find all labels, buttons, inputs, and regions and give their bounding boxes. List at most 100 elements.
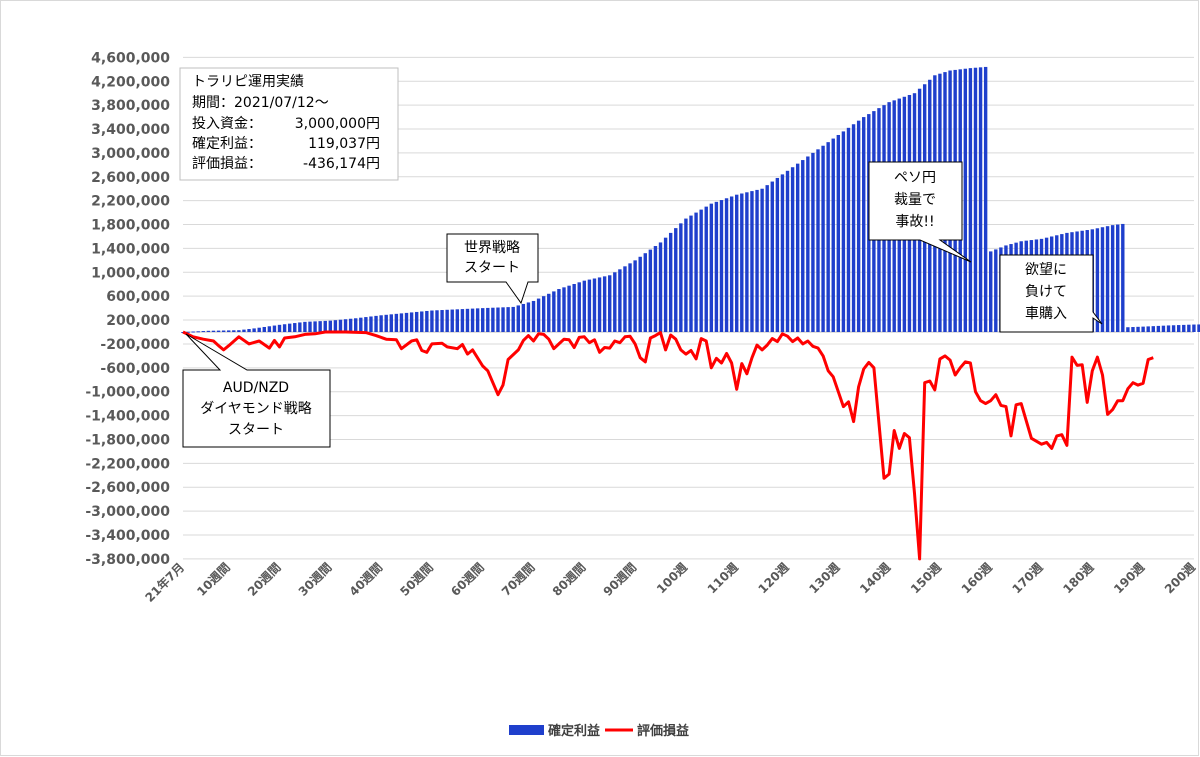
bar: [760, 188, 764, 332]
bar: [587, 279, 592, 332]
legend-label-line: 評価損益: [637, 723, 689, 739]
bar: [613, 272, 617, 332]
bar: [658, 242, 663, 332]
bar: [836, 134, 841, 332]
bar: [475, 308, 480, 332]
bar: [1110, 225, 1115, 332]
info-capital-value: 3,000,000円: [295, 116, 380, 132]
bar: [338, 319, 343, 332]
callout-peso-line1: ペソ円: [894, 170, 936, 186]
bar: [1131, 327, 1135, 332]
callout-audnzd-line2: ダイヤモンド戦略: [200, 401, 312, 417]
bar: [592, 278, 597, 332]
bar: [653, 246, 658, 332]
y-tick-label: 3,000,000: [91, 146, 170, 162]
bar: [526, 302, 531, 332]
bar: [247, 329, 251, 332]
bar: [450, 309, 454, 332]
bar: [1105, 226, 1110, 332]
bar: [211, 330, 216, 332]
bar: [1156, 325, 1161, 332]
bar: [973, 67, 978, 332]
bar: [394, 313, 399, 332]
bar: [679, 223, 683, 332]
info-profit-value: 119,037円: [308, 136, 380, 152]
x-tick-label: 100週: [653, 560, 690, 597]
bar: [989, 251, 993, 332]
bar: [1136, 326, 1140, 332]
bar: [674, 228, 678, 332]
bar: [608, 275, 612, 332]
bar: [399, 313, 404, 332]
y-tick-label: 1,000,000: [91, 265, 170, 281]
bar: [262, 326, 266, 332]
bar: [1146, 326, 1150, 332]
bar: [384, 314, 388, 332]
bar: [841, 131, 846, 332]
bar: [445, 309, 449, 332]
bar: [272, 325, 277, 332]
bar: [308, 321, 312, 332]
bar: [287, 323, 292, 332]
y-tick-label: 2,600,000: [91, 170, 170, 186]
bar: [435, 310, 439, 332]
bar: [374, 315, 378, 332]
bar: [709, 203, 714, 332]
bar: [460, 309, 465, 332]
bar: [318, 321, 322, 332]
y-tick-label: 2,200,000: [91, 194, 170, 210]
bar: [470, 308, 475, 332]
bar: [994, 249, 998, 332]
x-tick-label: 20週間: [244, 560, 283, 599]
bar: [481, 308, 485, 332]
callout-car-line1: 欲望に: [1025, 262, 1067, 278]
bar: [1141, 326, 1145, 332]
x-tick-label: 170週: [1009, 560, 1046, 597]
callout-audnzd-line3: スタート: [228, 422, 284, 438]
bar: [811, 152, 815, 332]
bar: [648, 249, 653, 332]
bar: [780, 174, 785, 332]
bar: [765, 185, 769, 332]
callout-car-line3: 車購入: [1025, 305, 1067, 322]
info-pl-label: 評価損益：: [192, 156, 262, 172]
bar: [201, 331, 206, 333]
callout-peso-line3: 事故!!: [895, 214, 934, 230]
x-tick-label: 10週間: [193, 560, 232, 599]
y-axis-ticks: 4,600,000 4,200,000 3,800,000 3,400,000 3,00…: [85, 50, 170, 567]
bar: [282, 324, 287, 332]
bar: [729, 196, 734, 332]
bar: [536, 298, 541, 332]
y-tick-label: 3,800,000: [91, 98, 170, 114]
x-tick-label: 160週: [958, 560, 995, 597]
bar: [978, 67, 983, 332]
y-tick-label: 1,800,000: [91, 218, 170, 234]
y-tick-label: 4,200,000: [91, 74, 170, 90]
legend: 確定利益 評価損益: [509, 723, 689, 739]
x-tick-label: 120週: [755, 560, 792, 597]
x-tick-label: 130週: [806, 560, 843, 597]
bar: [1151, 326, 1155, 332]
bar: [983, 66, 988, 332]
x-tick-label: 40週間: [346, 560, 385, 599]
y-tick-label: -1,000,000: [85, 385, 170, 401]
bar: [806, 156, 810, 332]
bar: [216, 330, 221, 332]
x-tick-label: 110週: [704, 560, 741, 597]
bar: [343, 319, 348, 332]
bar: [790, 167, 795, 332]
x-tick-label: 90週間: [600, 560, 639, 599]
bar: [221, 330, 226, 332]
bar: [227, 330, 231, 332]
info-pl-value: -436,174円: [303, 156, 380, 172]
y-tick-label: 3,400,000: [91, 122, 170, 138]
bar: [597, 277, 602, 332]
x-tick-label: 80週間: [549, 560, 588, 599]
bar: [293, 323, 297, 332]
y-tick-label: -3,800,000: [85, 552, 170, 568]
bar: [846, 127, 851, 333]
bar: [359, 317, 363, 332]
bar: [643, 253, 647, 332]
bar: [567, 285, 571, 332]
x-tick-label: 150週: [907, 560, 944, 597]
